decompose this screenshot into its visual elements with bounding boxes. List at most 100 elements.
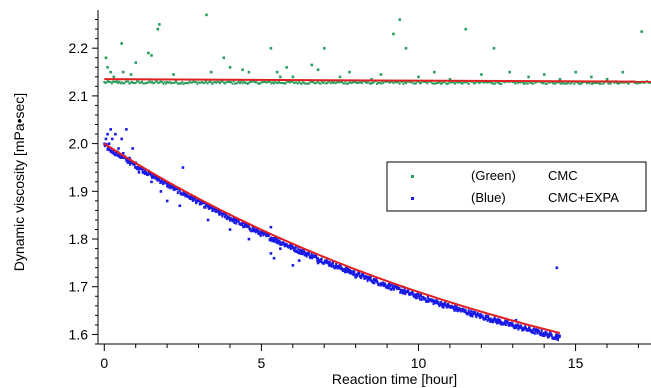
cmc-expa-point xyxy=(456,307,459,311)
cmc-point xyxy=(267,80,270,83)
cmc-expa-point xyxy=(262,233,265,237)
cmc-point xyxy=(490,82,493,85)
cmc-expa-point xyxy=(160,180,163,184)
cmc-expa-point xyxy=(275,240,278,244)
cmc-expa-point xyxy=(475,313,478,317)
cmc-expa-point xyxy=(294,245,297,249)
cmc-point xyxy=(236,81,239,84)
cmc-point xyxy=(541,82,544,85)
cmc-expa-point xyxy=(343,270,346,274)
cmc-expa-point xyxy=(533,331,536,335)
cmc-point xyxy=(256,82,259,85)
cmc-expa-point xyxy=(125,159,128,163)
cmc-point xyxy=(293,82,296,85)
cmc-point xyxy=(344,80,347,83)
cmc-point xyxy=(242,80,245,83)
cmc-expa-point xyxy=(540,332,543,336)
cmc-point xyxy=(124,80,127,83)
cmc-expa-point xyxy=(151,175,154,179)
cmc-expa-point xyxy=(514,323,517,327)
cmc-expa-point xyxy=(145,171,148,175)
cmc-point xyxy=(261,81,264,84)
cmc-point xyxy=(139,81,142,84)
cmc-point xyxy=(564,82,567,85)
cmc-point xyxy=(314,82,317,85)
cmc-expa-point xyxy=(128,160,131,164)
cmc-point xyxy=(320,80,323,83)
cmc-point xyxy=(192,80,195,83)
cmc-expa-point xyxy=(168,182,171,186)
cmc-point xyxy=(235,82,238,85)
cmc-expa-point xyxy=(494,317,497,321)
cmc-point xyxy=(140,80,143,83)
cmc-expa-point xyxy=(176,187,179,191)
cmc-expa-point xyxy=(325,259,328,263)
cmc-expa-point xyxy=(555,266,559,270)
cmc-expa-point xyxy=(455,305,458,309)
cmc-point xyxy=(257,82,260,85)
legend-label-cmc-expa: CMC+EXPA xyxy=(548,190,619,205)
cmc-expa-point xyxy=(279,247,282,250)
cmc-expa-point xyxy=(520,326,523,330)
cmc-point xyxy=(357,81,360,84)
cmc-expa-point xyxy=(198,202,201,206)
cmc-point xyxy=(640,30,643,33)
cmc-point xyxy=(154,80,157,83)
y-ticks: 1.6 1.7 1.8 1.9 2.0 2.1 2.2 xyxy=(69,19,98,345)
cmc-expa-point xyxy=(398,287,401,291)
cmc-expa-point xyxy=(297,247,300,251)
cmc-expa-point xyxy=(120,137,123,141)
cmc-point xyxy=(433,82,436,85)
cmc-expa-point xyxy=(112,151,115,155)
legend-marker-cmc xyxy=(411,175,414,178)
cmc-point xyxy=(247,82,250,85)
cmc-expa-point xyxy=(548,334,551,338)
cmc-expa-point xyxy=(247,237,251,241)
cmc-expa-point xyxy=(399,290,402,294)
cmc-point xyxy=(402,82,405,85)
legend: (Green) CMC (Blue) CMC+EXPA xyxy=(386,161,647,212)
cmc-expa-point xyxy=(467,309,470,313)
cmc-point xyxy=(562,82,565,85)
cmc-point xyxy=(388,81,391,84)
cmc-point xyxy=(335,81,338,84)
cmc-point xyxy=(544,82,547,85)
cmc-expa-point xyxy=(223,215,226,219)
cmc-point xyxy=(182,82,185,85)
cmc-expa-point xyxy=(240,222,243,226)
cmc-expa-point xyxy=(316,256,319,260)
cmc-point xyxy=(138,81,141,84)
cmc-expa-point xyxy=(431,299,434,303)
cmc-point xyxy=(436,81,439,84)
cmc-expa-point xyxy=(106,132,109,136)
cmc-point xyxy=(448,77,452,81)
cmc-point xyxy=(486,81,489,84)
cmc-point xyxy=(462,81,465,84)
cmc-point xyxy=(458,81,461,84)
cmc-expa-point xyxy=(546,335,549,339)
cmc-point xyxy=(382,82,385,85)
series-cmc-expa xyxy=(103,128,561,342)
cmc-point xyxy=(504,81,507,84)
cmc-expa-point xyxy=(365,275,368,279)
cmc-point xyxy=(484,80,487,83)
cmc-point xyxy=(460,82,463,85)
cmc-expa-point xyxy=(354,276,358,279)
cmc-expa-point xyxy=(527,328,530,332)
cmc-expa-point xyxy=(150,180,153,184)
cmc-expa-point xyxy=(251,226,254,230)
cmc-expa-point xyxy=(510,321,513,325)
cmc-point xyxy=(345,82,348,85)
cmc-point xyxy=(213,81,216,84)
cmc-expa-point xyxy=(173,184,176,188)
cmc-point xyxy=(176,81,179,84)
cmc-point xyxy=(269,81,272,84)
cmc-point xyxy=(181,81,184,84)
cmc-expa-point xyxy=(233,220,236,224)
cmc-point xyxy=(420,82,423,85)
cmc-point xyxy=(279,81,282,84)
cmc-expa-point xyxy=(242,225,245,229)
cmc-expa-point xyxy=(169,186,172,190)
cmc-point xyxy=(112,75,116,79)
cmc-point xyxy=(477,81,480,84)
